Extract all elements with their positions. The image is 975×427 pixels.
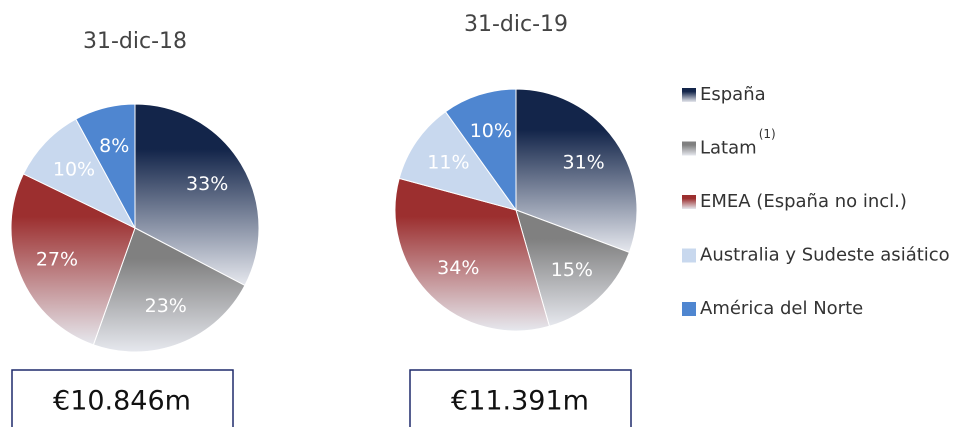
data-label: 15%: [551, 259, 593, 281]
pie-slice: [398, 110, 518, 211]
legend-label: Australia y Sudeste asiático: [700, 245, 950, 266]
legend-label: España: [700, 84, 766, 105]
legend-swatch: [682, 195, 696, 209]
total-label: €11.391m: [451, 386, 589, 417]
legend-label: EMEA (España no incl.): [700, 191, 907, 212]
pie-slice: [515, 209, 630, 327]
data-label: 10%: [53, 158, 95, 180]
legend-label: Latam: [700, 138, 757, 159]
legend-swatch: [682, 141, 696, 156]
total-label: €10.846m: [53, 386, 191, 417]
pie-slice: [75, 103, 136, 229]
pie-slice: [10, 173, 136, 346]
data-label: 34%: [437, 257, 479, 279]
pie-slice: [515, 88, 638, 254]
pie-slice: [394, 177, 551, 332]
legend-swatch: [682, 88, 696, 102]
chart-title: 31-dic-18: [83, 29, 187, 54]
data-label: 31%: [562, 152, 604, 174]
pie-slice: [22, 118, 137, 230]
chart-title: 31-dic-19: [464, 12, 568, 37]
data-label: 10%: [470, 120, 512, 142]
pie-slice: [134, 103, 260, 287]
data-label: 11%: [427, 152, 469, 174]
data-label: 27%: [36, 248, 78, 270]
data-label: 33%: [186, 173, 228, 195]
legend-swatch: [682, 302, 696, 316]
pie-slice: [92, 227, 246, 353]
data-label: 23%: [145, 295, 187, 317]
pie-slice: [444, 88, 517, 212]
data-label: 8%: [99, 135, 129, 157]
legend-swatch: [682, 248, 696, 263]
total-box: [11, 369, 234, 427]
legend-label: América del Norte: [700, 298, 863, 319]
total-box: [409, 369, 632, 427]
legend-note: (1): [759, 127, 776, 141]
